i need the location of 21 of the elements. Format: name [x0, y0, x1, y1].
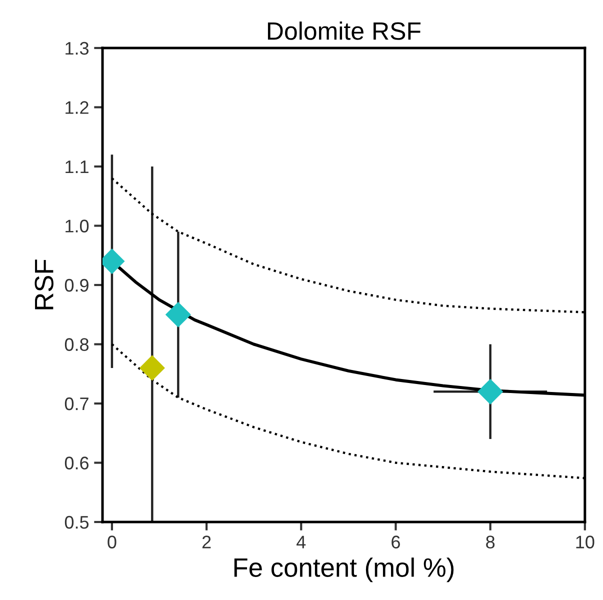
y-tick-label: 1.0 [66, 220, 89, 232]
x-tick-label: 0 [108, 536, 116, 548]
x-tick-label: 4 [296, 536, 306, 548]
x-tick-label: 10 [576, 536, 594, 548]
y-axis-title: RSF [34, 260, 54, 310]
point [478, 378, 504, 404]
y-tick-label: 0.8 [64, 338, 89, 351]
y-tick-label: 0.6 [64, 456, 89, 470]
point [139, 355, 165, 381]
y-tick-label: 1.3 [66, 42, 89, 55]
y-tick-label: 0.7 [64, 397, 88, 410]
x-axis-title: Fe content (mol %) [234, 558, 454, 582]
x-tick-label: 8 [486, 536, 495, 548]
y-tick-label: 0.9 [64, 278, 88, 292]
chart-title: Dolomite RSF [268, 22, 421, 40]
y-tick-label: 1.1 [66, 160, 88, 174]
x-tick-label: 2 [202, 536, 211, 548]
y-tick-label: 0.5 [64, 516, 89, 529]
point [165, 302, 191, 328]
y-tick-label: 1.2 [66, 101, 88, 114]
x-tick-label: 6 [392, 536, 400, 548]
